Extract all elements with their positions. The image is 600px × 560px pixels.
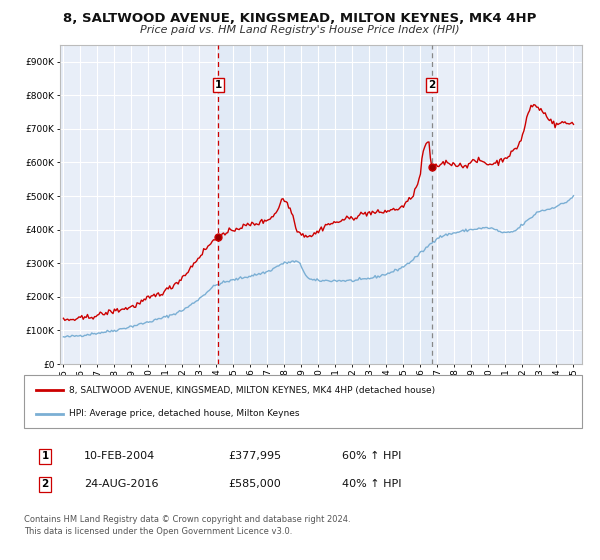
Text: 8, SALTWOOD AVENUE, KINGSMEAD, MILTON KEYNES, MK4 4HP (detached house): 8, SALTWOOD AVENUE, KINGSMEAD, MILTON KE… bbox=[69, 386, 435, 395]
Text: £585,000: £585,000 bbox=[228, 479, 281, 489]
Text: 2: 2 bbox=[428, 80, 435, 90]
Text: 60% ↑ HPI: 60% ↑ HPI bbox=[342, 451, 401, 461]
Text: 8, SALTWOOD AVENUE, KINGSMEAD, MILTON KEYNES, MK4 4HP: 8, SALTWOOD AVENUE, KINGSMEAD, MILTON KE… bbox=[64, 12, 536, 25]
Text: This data is licensed under the Open Government Licence v3.0.: This data is licensed under the Open Gov… bbox=[24, 528, 292, 536]
Text: Price paid vs. HM Land Registry's House Price Index (HPI): Price paid vs. HM Land Registry's House … bbox=[140, 25, 460, 35]
Text: £377,995: £377,995 bbox=[228, 451, 281, 461]
Text: Contains HM Land Registry data © Crown copyright and database right 2024.: Contains HM Land Registry data © Crown c… bbox=[24, 515, 350, 524]
Text: 2: 2 bbox=[41, 479, 49, 489]
Text: 1: 1 bbox=[41, 451, 49, 461]
Text: 40% ↑ HPI: 40% ↑ HPI bbox=[342, 479, 401, 489]
Text: HPI: Average price, detached house, Milton Keynes: HPI: Average price, detached house, Milt… bbox=[69, 409, 299, 418]
Text: 24-AUG-2016: 24-AUG-2016 bbox=[84, 479, 158, 489]
Text: 10-FEB-2004: 10-FEB-2004 bbox=[84, 451, 155, 461]
Text: 1: 1 bbox=[215, 80, 222, 90]
Bar bbox=[218, 45, 431, 364]
